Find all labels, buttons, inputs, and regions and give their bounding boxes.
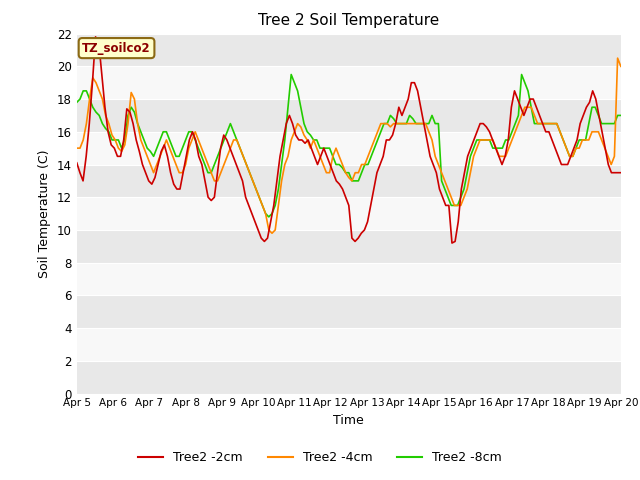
Bar [77,165,621,197]
X-axis label: Time: Time [333,414,364,427]
Bar [77,328,621,361]
Y-axis label: Soil Temperature (C): Soil Temperature (C) [38,149,51,278]
Bar [77,34,621,66]
Text: TZ_soilco2: TZ_soilco2 [82,42,151,55]
Bar [77,230,621,263]
Bar [77,361,621,394]
Title: Tree 2 Soil Temperature: Tree 2 Soil Temperature [258,13,440,28]
Legend: Tree2 -2cm, Tree2 -4cm, Tree2 -8cm: Tree2 -2cm, Tree2 -4cm, Tree2 -8cm [133,446,507,469]
Bar [77,132,621,165]
Bar [77,295,621,328]
Bar [77,197,621,230]
Bar [77,99,621,132]
Bar [77,263,621,295]
Bar [77,66,621,99]
